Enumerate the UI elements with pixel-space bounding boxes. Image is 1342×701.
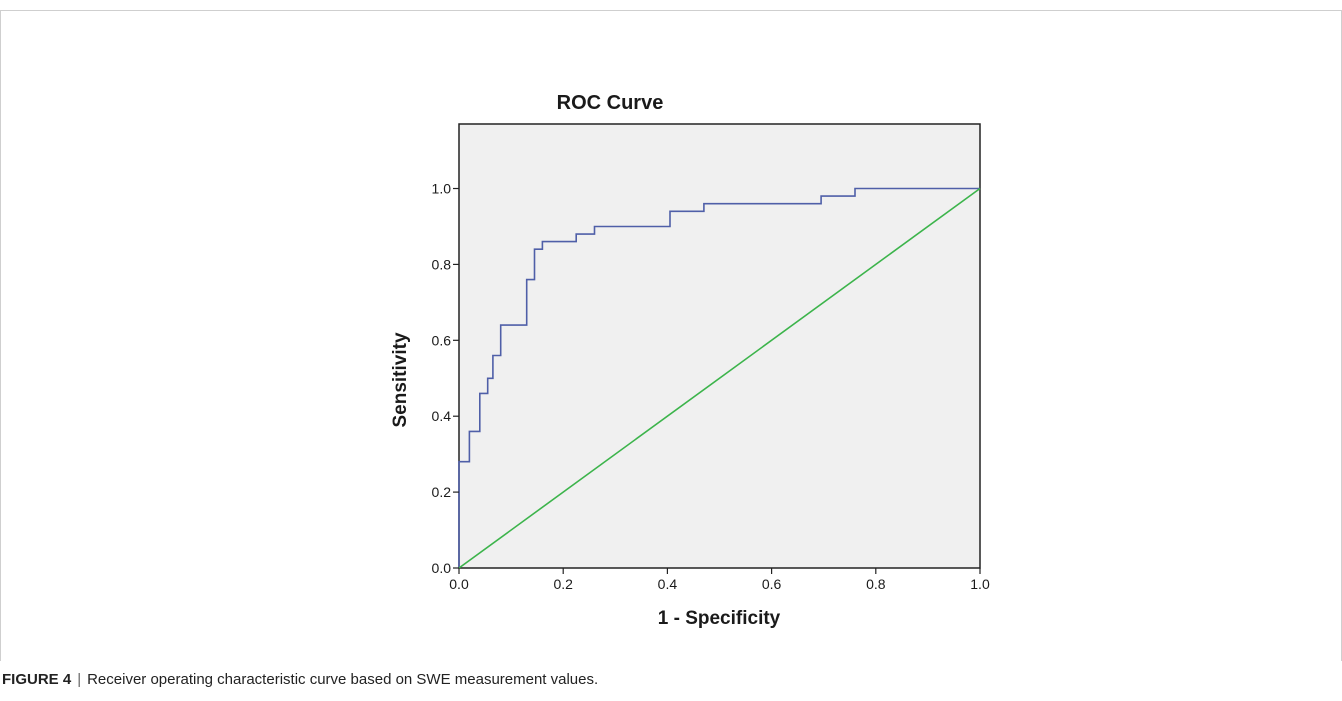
series-layer	[458, 187, 981, 569]
reference-diagonal-line	[458, 187, 981, 569]
x-tick-label: 0.8	[866, 576, 886, 592]
x-tick-label: 0.4	[658, 576, 678, 592]
figure-frame-left	[0, 10, 1, 661]
x-axis-label: 1 - Specificity	[658, 608, 781, 629]
x-axis-ticks: 0.0 0.2 0.4 0.6 0.8 1.0	[449, 568, 990, 592]
x-tick-label: 0.0	[449, 576, 469, 592]
figure-frame-top	[0, 10, 1342, 11]
y-tick-label: 0.8	[432, 256, 452, 272]
chart-title: ROC Curve	[557, 92, 664, 114]
y-tick-label: 0.2	[432, 484, 452, 500]
y-tick-label: 0.6	[432, 332, 452, 348]
caption-separator: |	[77, 671, 82, 688]
y-tick-label: 1.0	[432, 181, 452, 197]
x-tick-label: 0.2	[553, 576, 573, 592]
y-tick-label: 0.4	[432, 408, 452, 424]
x-tick-label: 0.6	[762, 576, 782, 592]
x-tick-label: 1.0	[970, 576, 990, 592]
roc-curve-line	[458, 187, 980, 568]
figure-label: FIGURE 4	[2, 671, 72, 688]
y-axis-ticks: 0.0 0.2 0.4 0.6 0.8 1.0	[432, 181, 459, 576]
figure-caption: FIGURE 4 | Receiver operating characterist…	[2, 671, 598, 688]
caption-text: Receiver operating characteristic curve …	[87, 671, 599, 688]
y-axis-label: Sensitivity	[390, 332, 411, 427]
y-tick-label: 0.0	[432, 560, 452, 576]
plot-area	[458, 123, 981, 569]
roc-chart: ROC Curve 0.0 0.2 0.4 0.6 0.8 1.0 0.00.20.40.…	[390, 92, 990, 629]
